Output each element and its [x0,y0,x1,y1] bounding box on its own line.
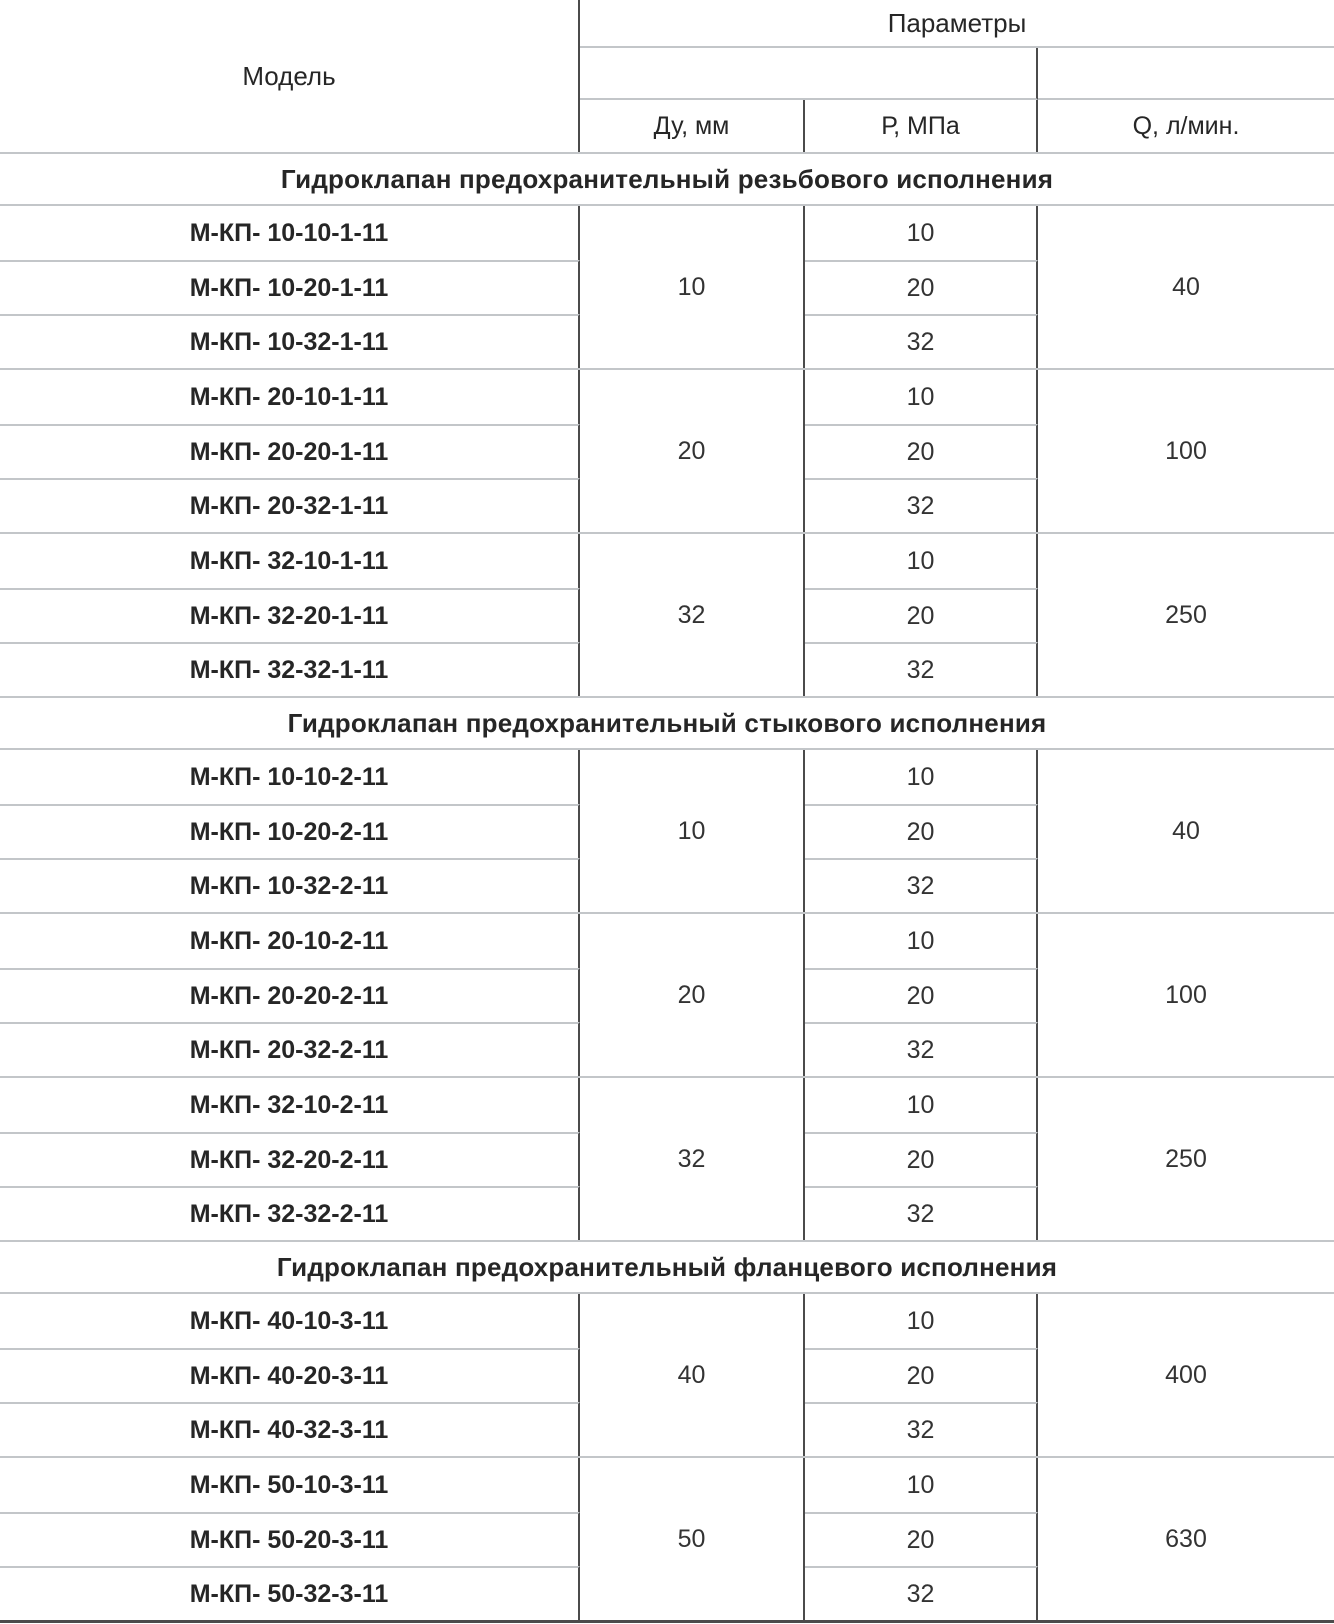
col-header-q: Q, л/мин. [1132,111,1240,140]
pressure-value-cell: 32 [805,1402,1038,1456]
model-cell: М-КП- 10-10-2-11 [0,750,580,804]
pressure-value-cell: 32 [805,642,1038,696]
pressure-value-cell: 32 [805,858,1038,912]
flow-value-cell: 250 [1165,1144,1207,1173]
table-group: М-КП- 40-10-3-11 М-КП- 40-20-3-11 М-КП- … [0,1292,1334,1456]
pressure-value-cell: 20 [805,588,1038,642]
du-value-cell: 10 [580,750,805,912]
model-cell: М-КП- 32-32-2-11 [0,1186,580,1240]
model-cell: М-КП- 20-32-1-11 [0,478,580,532]
pressure-value-cell: 20 [805,804,1038,858]
model-cell: М-КП- 20-10-2-11 [0,914,580,968]
flow-value-cell: 40 [1172,272,1200,301]
params-group-header: Параметры [580,0,1334,48]
du-value-cell: 50 [580,1458,805,1620]
table-group: М-КП- 20-10-1-11 М-КП- 20-20-1-11 М-КП- … [0,368,1334,532]
table-group: М-КП- 32-10-2-11 М-КП- 32-20-2-11 М-КП- … [0,1076,1334,1240]
model-cell: М-КП- 32-10-2-11 [0,1078,580,1132]
pressure-value-cell: 20 [805,424,1038,478]
model-cell: М-КП- 32-10-1-11 [0,534,580,588]
model-cell: М-КП- 50-32-3-11 [0,1566,580,1620]
pressure-value-cell: 20 [805,968,1038,1022]
pressure-value-cell: 32 [805,478,1038,532]
pressure-value-cell: 10 [805,1294,1038,1348]
pressure-value-cell: 20 [805,260,1038,314]
section-title-flanged: Гидроклапан предохранительный фланцевого… [0,1240,1334,1292]
model-cell: М-КП- 10-32-2-11 [0,858,580,912]
du-value-cell: 40 [580,1294,805,1456]
model-cell: М-КП- 10-10-1-11 [0,206,580,260]
params-subheader-band-q [1038,48,1334,100]
model-cell: М-КП- 10-32-1-11 [0,314,580,368]
pressure-value-cell: 32 [805,1566,1038,1620]
flow-value-cell: 400 [1165,1360,1207,1389]
pressure-value-cell: 10 [805,1458,1038,1512]
pressure-value-cell: 20 [805,1348,1038,1402]
du-value-cell: 32 [580,1078,805,1240]
du-value-cell: 32 [580,534,805,696]
section-title-butt: Гидроклапан предохранительный стыкового … [0,696,1334,748]
flow-value-cell: 630 [1165,1524,1207,1553]
model-cell: М-КП- 32-20-1-11 [0,588,580,642]
pressure-value-cell: 32 [805,1186,1038,1240]
flow-value-cell: 100 [1165,980,1207,1009]
model-cell: М-КП- 20-20-2-11 [0,968,580,1022]
flow-value-cell: 100 [1165,436,1207,465]
model-cell: М-КП- 40-10-3-11 [0,1294,580,1348]
table-group: М-КП- 32-10-1-11 М-КП- 32-20-1-11 М-КП- … [0,532,1334,696]
pressure-value-cell: 32 [805,314,1038,368]
du-value-cell: 10 [580,206,805,368]
model-cell: М-КП- 40-32-3-11 [0,1402,580,1456]
pressure-value-cell: 10 [805,370,1038,424]
table-group: М-КП- 10-10-1-11 М-КП- 10-20-1-11 М-КП- … [0,204,1334,368]
pressure-value-cell: 10 [805,1078,1038,1132]
table-group: М-КП- 10-10-2-11 М-КП- 10-20-2-11 М-КП- … [0,748,1334,912]
table-header: Модель Параметры Ду, мм Р, МПа Q, л/мин. [0,0,1334,152]
du-value-cell: 20 [580,914,805,1076]
pressure-value-cell: 32 [805,1022,1038,1076]
pressure-value-cell: 20 [805,1132,1038,1186]
pressure-value-cell: 10 [805,750,1038,804]
col-header-du: Ду, мм [580,100,805,152]
model-cell: М-КП- 20-20-1-11 [0,424,580,478]
pressure-value-cell: 10 [805,206,1038,260]
model-cell: М-КП- 10-20-2-11 [0,804,580,858]
model-cell: М-КП- 32-32-1-11 [0,642,580,696]
col-header-p: Р, МПа [805,100,1038,152]
pressure-value-cell: 10 [805,534,1038,588]
params-subheader-band-du-p [580,48,1038,100]
model-cell: М-КП- 40-20-3-11 [0,1348,580,1402]
pressure-value-cell: 20 [805,1512,1038,1566]
table-group: М-КП- 20-10-2-11 М-КП- 20-20-2-11 М-КП- … [0,912,1334,1076]
model-cell: М-КП- 20-32-2-11 [0,1022,580,1076]
model-cell: М-КП- 50-20-3-11 [0,1512,580,1566]
model-cell: М-КП- 20-10-1-11 [0,370,580,424]
table-group: М-КП- 50-10-3-11 М-КП- 50-20-3-11 М-КП- … [0,1456,1334,1620]
section-title-threaded: Гидроклапан предохранительный резьбового… [0,152,1334,204]
model-column-header: Модель [0,0,580,152]
model-cell: М-КП- 32-20-2-11 [0,1132,580,1186]
du-value-cell: 20 [580,370,805,532]
flow-value-cell: 40 [1172,816,1200,845]
model-cell: М-КП- 50-10-3-11 [0,1458,580,1512]
flow-value-cell: 250 [1165,600,1207,629]
model-cell: М-КП- 10-20-1-11 [0,260,580,314]
pressure-value-cell: 10 [805,914,1038,968]
